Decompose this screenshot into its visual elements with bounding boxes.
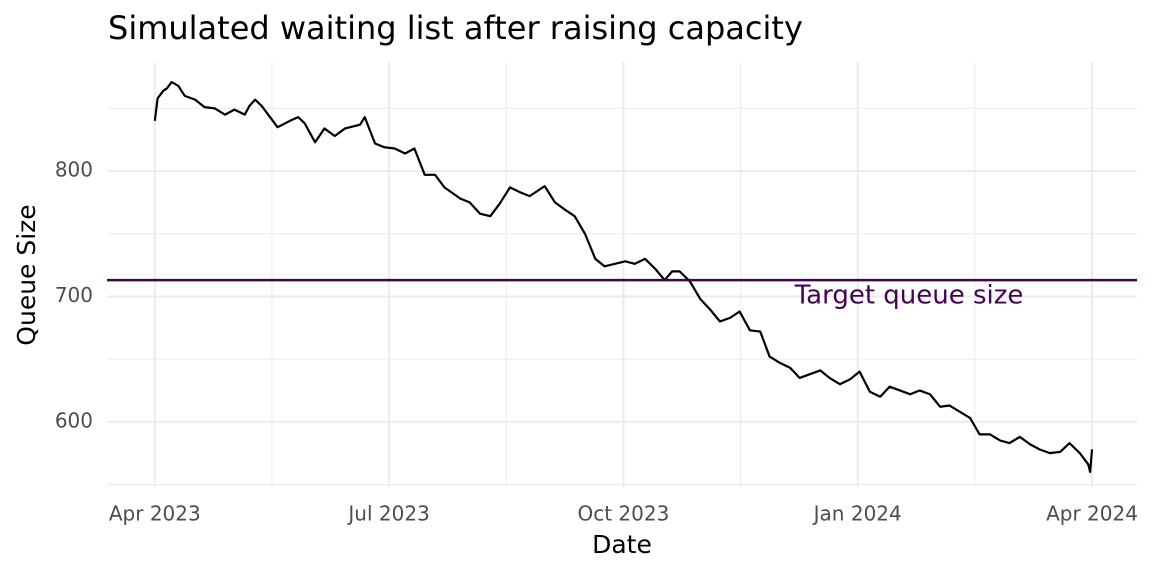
y-axis-label: Queue Size (12, 204, 41, 345)
data-line (153, 80, 1094, 474)
x-tick-label: Apr 2024 (1046, 502, 1138, 526)
x-tick-label: Apr 2023 (109, 502, 201, 526)
x-tick-label: Jul 2023 (346, 502, 429, 526)
y-tick-label: 800 (55, 158, 93, 182)
y-tick-label: 700 (55, 283, 93, 307)
target-label: Target queue size (794, 281, 1024, 311)
x-axis-label: Date (592, 530, 652, 559)
x-tick-label: Jan 2024 (812, 502, 902, 526)
chart-title: Simulated waiting list after raising cap… (108, 9, 803, 47)
x-tick-label: Oct 2023 (577, 502, 669, 526)
y-tick-label: 600 (55, 408, 93, 432)
